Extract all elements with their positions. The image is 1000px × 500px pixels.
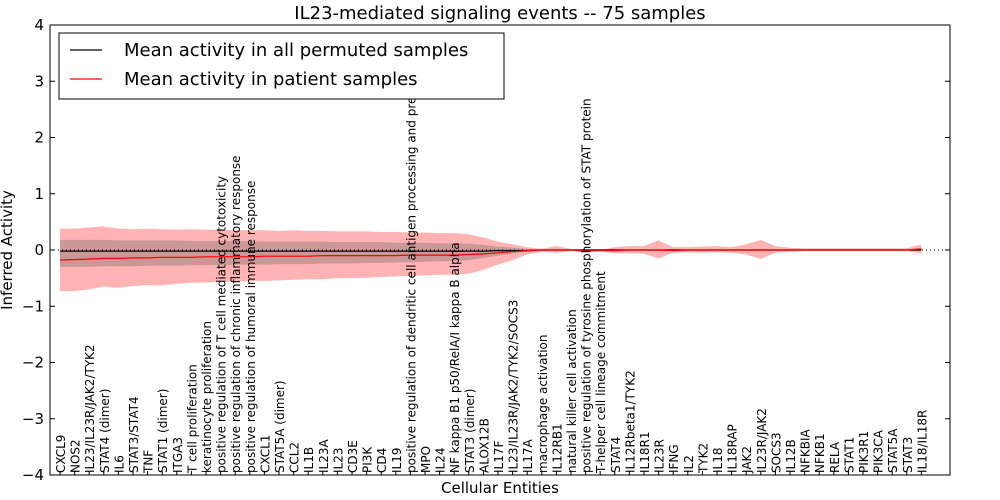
- y-tick-label: 4: [34, 16, 44, 34]
- entity-label: CXCL9: [54, 435, 68, 473]
- legend: Mean activity in all permuted samples Me…: [58, 32, 505, 100]
- entity-label: IL23: [331, 448, 345, 474]
- entity-label: ITGA3: [171, 437, 185, 473]
- entity-label: IFNG: [667, 444, 681, 473]
- entity-label: ALOX12B: [477, 418, 491, 473]
- entity-label: IL12B: [784, 439, 798, 473]
- entity-label: positive regulation of chronic inflammat…: [229, 155, 243, 473]
- plot-area: [50, 226, 950, 292]
- entity-label: STAT3/STAT4: [127, 396, 141, 473]
- entity-label: CD3E: [346, 440, 360, 473]
- entity-label: positive regulation of humoral immune re…: [244, 181, 258, 473]
- entity-label: STAT4 (dimer): [98, 389, 112, 473]
- y-tick-label: −1: [22, 297, 44, 315]
- entity-label: STAT1 (dimer): [156, 389, 170, 473]
- entity-label: TYK2: [696, 443, 710, 474]
- legend-box: [58, 32, 505, 100]
- entity-label: CXCL1: [258, 435, 272, 473]
- entity-label: STAT5A (dimer): [273, 380, 287, 473]
- entity-label: IL18RAP: [726, 424, 740, 473]
- entity-label: positive regulation of dendritic cell an…: [404, 40, 418, 473]
- y-tick-label: 3: [34, 72, 44, 90]
- y-tick-label: 1: [34, 185, 44, 203]
- y-tick-label: 2: [34, 129, 44, 147]
- band-patient-range: [60, 226, 922, 292]
- entity-label: RELA: [828, 441, 842, 473]
- entity-label: IL17A: [521, 439, 535, 473]
- entity-label: T cell proliferation: [185, 364, 199, 474]
- y-tick-label: −4: [22, 466, 44, 484]
- entity-label: STAT5A: [886, 428, 900, 473]
- entity-label: PI3K: [361, 446, 375, 473]
- legend-label-patient: Mean activity in patient samples: [124, 69, 418, 90]
- entity-label: IL18: [711, 448, 725, 474]
- entity-label: IL23R/JAK2: [755, 408, 769, 473]
- entity-label: PIK3CA: [872, 429, 886, 473]
- entity-labels: CXCL9 NOS2 IL23/IL23R/JAK2/TYK2 STAT4 (dime…: [54, 40, 929, 475]
- entity-label: NF kappa B1 p50/RelA/I kappa B alpha: [448, 242, 462, 473]
- entity-label: CCL2: [288, 442, 302, 473]
- entity-label: keratinocyte proliferation: [200, 321, 214, 473]
- entity-label: CD4: [375, 448, 389, 473]
- entity-label: MPO: [419, 446, 433, 473]
- chart-title: IL23-mediated signaling events -- 75 sam…: [294, 3, 705, 24]
- entity-label: IL1B: [302, 447, 316, 473]
- entity-label: STAT3: [901, 437, 915, 473]
- entity-label: IL19: [390, 448, 404, 474]
- entity-label: NOS2: [69, 439, 83, 473]
- entity-label: STAT4: [609, 437, 623, 473]
- entity-label: IL18/IL18R: [915, 410, 929, 473]
- entity-label: TNF: [142, 450, 156, 474]
- x-axis-label: Cellular Entities: [441, 479, 559, 497]
- entity-label: IL17F: [492, 441, 506, 473]
- entity-label: NFKB1: [813, 433, 827, 473]
- entity-label: NFKBIA: [799, 428, 813, 473]
- entity-label: IL23R: [653, 439, 667, 473]
- y-axis-label: Inferred Activity: [0, 190, 16, 310]
- y-axis: 4 3 2 1 0 −1 −2 −3 −4: [22, 16, 950, 484]
- entity-label: positive regulation of T cell mediated c…: [215, 176, 229, 473]
- entity-label: IL23/IL23R/JAK2/TYK2/SOCS3: [507, 300, 521, 473]
- entity-label: SOCS3: [769, 432, 783, 473]
- entity-label: positive regulation of tyrosine phosphor…: [580, 98, 594, 473]
- entity-label: IL12RB1: [550, 423, 564, 473]
- y-tick-label: −3: [22, 410, 44, 428]
- entity-label: STAT3 (dimer): [463, 389, 477, 473]
- legend-label-permuted: Mean activity in all permuted samples: [124, 40, 468, 61]
- entity-label: T-helper cell lineage commitment: [594, 271, 608, 474]
- entity-label: IL24: [434, 448, 448, 474]
- entity-label: IL12Rbeta1/TYK2: [623, 370, 637, 473]
- entity-label: IL23A: [317, 439, 331, 473]
- entity-label: macrophage activation: [536, 335, 550, 473]
- entity-label: natural killer cell activation: [565, 309, 579, 473]
- entity-label: IL2: [682, 455, 696, 473]
- series-line-patient: [59, 248, 922, 261]
- entity-label: PIK3R1: [857, 431, 871, 473]
- y-tick-label: −2: [22, 354, 44, 372]
- entity-label: JAK2: [740, 446, 754, 474]
- entity-label: IL18R1: [638, 432, 652, 473]
- entity-label: IL6: [112, 455, 126, 473]
- entity-label: STAT1: [842, 437, 856, 473]
- y-tick-label: 0: [34, 241, 44, 259]
- entity-label: IL23/IL23R/JAK2/TYK2: [83, 344, 97, 473]
